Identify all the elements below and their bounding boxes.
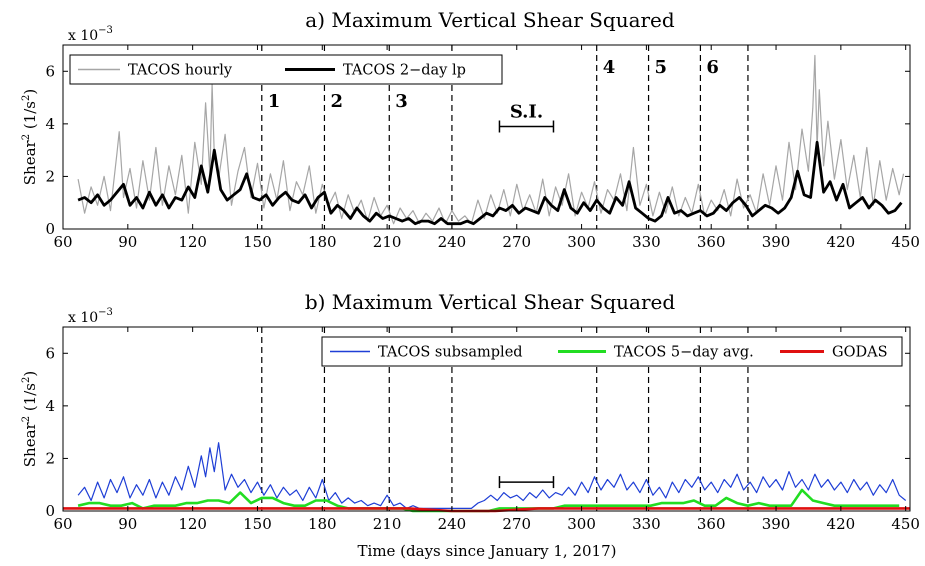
x-tick-label: 360: [697, 515, 726, 533]
panel-b-ylabel: Shear2 (1/s2): [21, 371, 39, 467]
x-tick-label: 390: [762, 233, 791, 251]
si-label: S.I.: [510, 101, 543, 122]
panel-a-legend: TACOS hourly TACOS 2−day lp: [69, 54, 503, 85]
x-tick-label: 270: [502, 515, 531, 533]
panel-b-legend: TACOS subsampled TACOS 5−day avg. GODAS: [321, 336, 903, 367]
x-tick-label: 390: [762, 515, 791, 533]
y-tick-label: 4: [45, 115, 55, 133]
panel-a-frame: [62, 44, 911, 230]
panel-a-annotations: 1 2 3 4 5 6 S.I.: [268, 57, 719, 133]
panel-a: a) Maximum Vertical Shear Squared x 10−3…: [21, 8, 920, 251]
x-tick-label: 210: [373, 515, 402, 533]
panel-b-frame: [62, 326, 911, 512]
legend-label: TACOS 5−day avg.: [614, 345, 754, 361]
x-tick-label: 60: [53, 515, 72, 533]
panel-b-annotations: [498, 476, 555, 489]
series-line-tacos-subsampled: [77, 442, 907, 509]
panel-b-title: b) Maximum Vertical Shear Squared: [305, 290, 675, 314]
event-label-3: 3: [395, 91, 408, 112]
x-tick-label: 450: [891, 233, 920, 251]
x-tick-label: 120: [178, 515, 207, 533]
y-tick-label: 0: [45, 220, 55, 238]
x-tick-label: 300: [567, 515, 596, 533]
x-tick-label: 210: [373, 233, 402, 251]
event-label-4: 4: [603, 57, 616, 78]
y-tick-label: 6: [45, 344, 55, 362]
x-tick-label: 180: [308, 515, 337, 533]
legend-label: TACOS subsampled: [378, 345, 523, 361]
panel-a-scale-label: x 10−3: [68, 25, 113, 44]
x-tick-label: 240: [438, 515, 467, 533]
y-tick-label: 2: [45, 449, 55, 467]
panel-a-series-layer: [77, 54, 905, 226]
x-tick-label: 330: [632, 515, 661, 533]
x-tick-label: 120: [178, 233, 207, 251]
event-label-2: 2: [330, 91, 343, 112]
y-tick-label: 4: [45, 397, 55, 415]
panel-b-scale-label: x 10−3: [68, 307, 113, 326]
x-tick-label: 240: [438, 233, 467, 251]
panel-a-title: a) Maximum Vertical Shear Squared: [305, 8, 675, 32]
legend-label: TACOS hourly: [128, 63, 233, 79]
legend-label: GODAS: [832, 345, 888, 361]
y-tick-label: 6: [45, 62, 55, 80]
x-tick-label: 90: [118, 515, 137, 533]
x-tick-label: 270: [502, 233, 531, 251]
y-tick-label: 0: [45, 502, 55, 520]
panel-b-axes: 60 90 120 150 180 210 240 270 300 330 360 390 420 450…: [45, 327, 920, 533]
event-label-5: 5: [655, 57, 668, 78]
x-tick-label: 90: [118, 233, 137, 251]
x-tick-label: 330: [632, 233, 661, 251]
x-tick-label: 450: [891, 515, 920, 533]
x-tick-label: 60: [53, 233, 72, 251]
legend-label: TACOS 2−day lp: [343, 63, 466, 79]
panel-a-ylabel: Shear2 (1/s2): [21, 89, 39, 185]
y-tick-label: 2: [45, 167, 55, 185]
x-tick-label: 180: [308, 233, 337, 251]
x-tick-label: 420: [827, 515, 856, 533]
panel-a-axes: 60 90 120 150 180 210 240 270 300 330 360 390 420 450…: [45, 45, 920, 251]
x-tick-label: 150: [243, 233, 272, 251]
x-tick-label: 420: [827, 233, 856, 251]
series-line-tacos-hourly: [77, 54, 905, 225]
event-label-6: 6: [706, 57, 719, 78]
x-tick-label: 150: [243, 515, 272, 533]
event-label-1: 1: [268, 91, 281, 112]
series-line-tacos-2-day-lp: [77, 140, 903, 226]
x-tick-label: 300: [567, 233, 596, 251]
x-tick-label: 360: [697, 233, 726, 251]
panel-b-xlabel: Time (days since January 1, 2017): [358, 542, 617, 560]
panel-b: b) Maximum Vertical Shear Squared x 10−3…: [21, 290, 920, 560]
